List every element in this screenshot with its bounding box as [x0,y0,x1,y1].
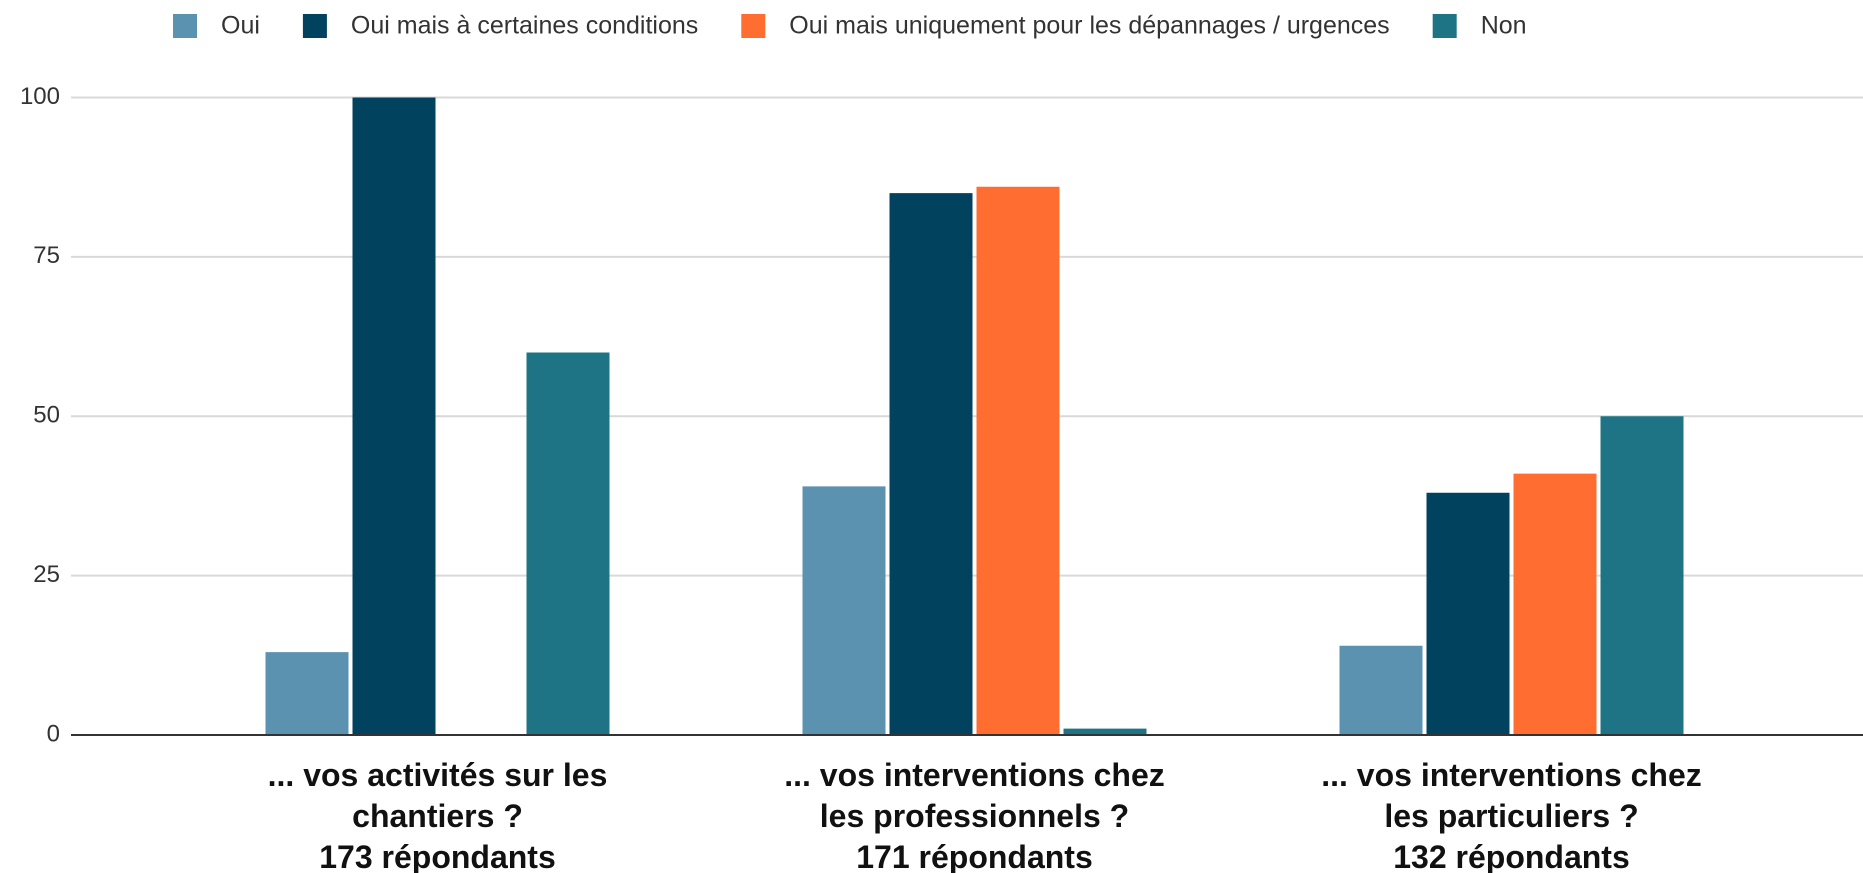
x-tick-label-line: ... vos interventions chez [784,757,1165,793]
bar [1063,728,1147,735]
y-tick-label: 25 [33,561,60,588]
x-tick-label-line: ... vos interventions chez [1321,757,1702,793]
legend-swatch [302,14,327,38]
y-tick-label: 100 [20,83,60,110]
x-tick-label-line: les particuliers ? [1384,798,1638,834]
bar [1513,473,1597,735]
x-tick-label-line: ... vos activités sur les [268,757,608,793]
bar [889,193,973,735]
legend-label: Non [1481,12,1527,40]
x-tick-label: ... vos interventions chez les profession… [784,757,1165,873]
legend-swatch [173,14,197,38]
x-tick-label-line: les professionnels ? [820,798,1129,834]
y-tick-label: 0 [47,720,60,747]
x-tick-label: ... vos activités sur les chantiers ? 173 … [268,757,608,873]
y-tick-label: 50 [33,402,60,429]
legend-label: Oui [221,12,260,40]
bar [802,486,886,735]
x-tick-label-line: 173 répondants [319,839,556,873]
legend-swatch [1432,14,1457,38]
legend-swatch [741,14,766,38]
bar [1600,416,1684,735]
x-tick-label-line: 171 répondants [856,839,1093,873]
x-tick-label: ... vos interventions chez les particulie… [1321,757,1702,873]
bar [526,352,610,735]
legend-label: Oui mais à certaines conditions [351,12,698,40]
bar [265,652,349,735]
bar [1339,645,1423,735]
x-tick-label-line: 132 répondants [1393,839,1630,873]
bar [976,186,1060,735]
legend-label: Oui mais uniquement pour les dépannages … [789,12,1389,40]
bar [352,97,436,735]
y-tick-label: 75 [33,242,60,269]
bar [1426,492,1510,735]
x-tick-label-line: chantiers ? [352,798,523,834]
